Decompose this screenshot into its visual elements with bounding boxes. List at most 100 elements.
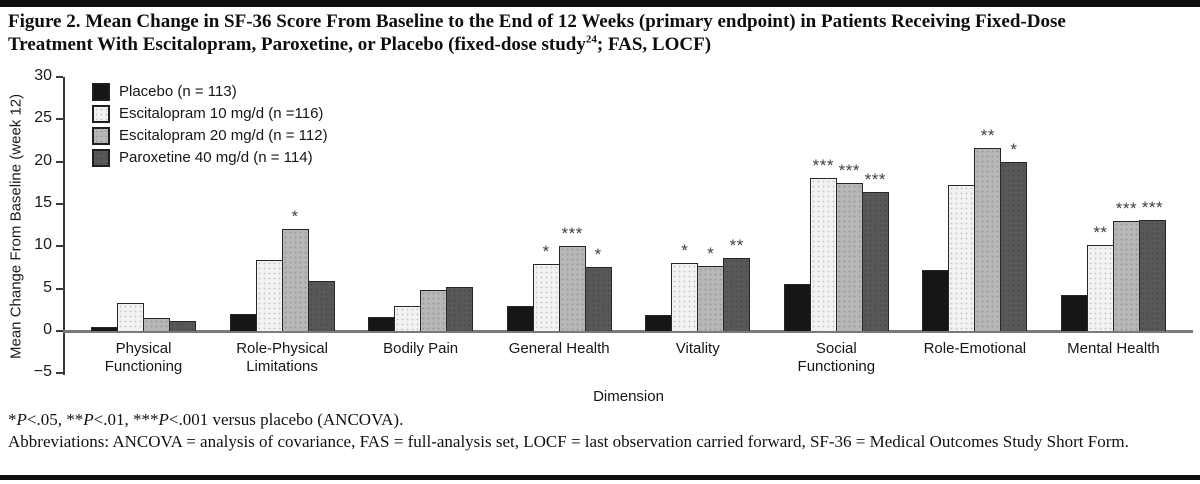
y-axis-tick xyxy=(56,372,63,375)
category-label: Vitality xyxy=(675,340,720,357)
legend-swatch xyxy=(92,82,110,101)
legend-label: Paroxetine 40 mg/d (n = 114) xyxy=(119,149,313,166)
bar: ** xyxy=(974,126,1002,331)
y-tick-label: 30 xyxy=(34,67,52,84)
bar xyxy=(394,305,422,331)
y-tick-label: 10 xyxy=(34,236,52,254)
category-label: Physical Functioning xyxy=(104,340,183,375)
bar xyxy=(446,287,474,331)
y-tick-label: 15 xyxy=(34,194,52,211)
legend-swatch xyxy=(92,148,110,167)
y-tick-label: 20 xyxy=(34,151,52,169)
bottom-rule xyxy=(0,475,1200,480)
bar: ** xyxy=(1086,223,1114,331)
legend-label: Placebo (n = 113) xyxy=(119,83,237,100)
bar xyxy=(255,259,283,331)
significance-marker: *** xyxy=(1115,198,1138,218)
bar-group: ** *** *** Mental Health xyxy=(1060,198,1166,357)
significance-marker: *** xyxy=(838,160,860,180)
bar xyxy=(1060,295,1088,331)
legend-swatch xyxy=(92,126,110,145)
bar xyxy=(922,270,950,331)
legend: Placebo (n = 113) Escitalopram 10 mg/d (n… xyxy=(92,82,328,170)
reference-superscript: 24 xyxy=(585,33,597,46)
footnotes: *P<.05, **P<.01, ***P<.001 versus placeb… xyxy=(8,409,1178,453)
category-label: Role-Physical Limitations xyxy=(236,340,328,375)
significance-marker: *** xyxy=(561,224,583,244)
significance-marker: ** xyxy=(1093,222,1108,242)
footnote-significance: *P<.05, **P<.01, ***P<.001 versus placeb… xyxy=(8,410,404,429)
y-axis-tick xyxy=(56,287,63,290)
bar: * xyxy=(1000,140,1028,331)
bar xyxy=(91,326,118,331)
legend-swatch xyxy=(92,104,110,123)
bar xyxy=(368,316,396,331)
legend-item: Escitalopram 20 mg/d (n = 112) xyxy=(92,126,328,145)
y-tick-label: 0 xyxy=(43,321,52,338)
bars-row: Physical Functioning * Role-Physical Limitat… xyxy=(65,77,1192,375)
top-rule xyxy=(0,0,1200,7)
bar xyxy=(169,320,196,331)
bar: *** xyxy=(1138,198,1166,331)
significance-marker: * xyxy=(707,243,715,263)
y-tick-label: 25 xyxy=(34,109,52,127)
bar-group: Bodily Pain xyxy=(368,287,474,357)
bar: *** xyxy=(835,161,863,331)
bar: ** xyxy=(723,236,751,331)
y-axis-tick xyxy=(56,118,63,121)
legend-label: Escitalopram 10 mg/d (n =116) xyxy=(119,105,324,122)
category-label: General Health xyxy=(508,340,610,357)
chart: Mean Change From Baseline (week 12) Phys… xyxy=(0,67,1200,405)
significance-marker: *** xyxy=(812,155,834,175)
bar: * xyxy=(697,244,725,331)
bar-group: * * ** Vitality xyxy=(645,236,751,357)
bar xyxy=(506,305,534,331)
bar: *** xyxy=(809,156,837,331)
category-label: Mental Health xyxy=(1067,340,1160,357)
figure-title: Figure 2. Mean Change in SF-36 Score Fro… xyxy=(8,10,1194,56)
y-tick-label: −5 xyxy=(33,363,52,381)
y-axis-tick xyxy=(56,203,63,205)
bar-group: ** * Role-Emotional xyxy=(922,126,1028,357)
bar xyxy=(307,281,335,331)
legend-label: Escitalopram 20 mg/d (n = 112) xyxy=(119,127,328,144)
x-axis-label: Dimension xyxy=(593,388,664,405)
figure-title-line2: Treatment With Escitalopram, Paroxetine,… xyxy=(8,33,712,56)
legend-item: Placebo (n = 113) xyxy=(92,82,328,101)
y-axis-tick xyxy=(56,245,63,248)
bar-group: *** *** *** Social Functioning xyxy=(783,156,889,375)
bar xyxy=(948,185,976,331)
y-axis-tick xyxy=(56,330,63,332)
legend-item: Escitalopram 10 mg/d (n =116) xyxy=(92,104,328,123)
significance-marker: * xyxy=(681,241,689,261)
bar xyxy=(117,303,144,331)
bar xyxy=(229,314,257,331)
footnote-abbreviations: Abbreviations: ANCOVA = analysis of cova… xyxy=(8,432,1129,452)
significance-marker: *** xyxy=(864,170,886,190)
significance-marker: * xyxy=(291,206,299,226)
bar: * xyxy=(532,242,560,331)
bar xyxy=(143,317,170,331)
significance-marker: ** xyxy=(980,126,995,146)
significance-marker: * xyxy=(542,242,550,262)
category-label: Social Functioning xyxy=(797,340,876,375)
significance-marker: *** xyxy=(1141,198,1164,218)
bar: * xyxy=(281,207,309,331)
category-label: Role-Emotional xyxy=(923,340,1027,357)
bar xyxy=(420,290,448,331)
y-axis-line xyxy=(63,77,65,375)
y-axis-tick xyxy=(56,160,63,163)
bar: * xyxy=(671,241,699,331)
significance-marker: ** xyxy=(729,236,744,256)
y-axis-tick xyxy=(56,76,63,78)
bar-group: * Role-Physical Limitations xyxy=(229,207,335,375)
bar: *** xyxy=(1112,199,1140,331)
figure-title-line1: Figure 2. Mean Change in SF-36 Score Fro… xyxy=(8,11,1066,32)
category-label: Bodily Pain xyxy=(383,340,459,357)
bar xyxy=(783,283,811,331)
bar: *** xyxy=(861,170,889,331)
bar: * xyxy=(584,245,612,331)
bar-group: * *** * General Health xyxy=(506,224,612,357)
legend-item: Paroxetine 40 mg/d (n = 114) xyxy=(92,148,328,167)
significance-marker: * xyxy=(1010,139,1018,159)
